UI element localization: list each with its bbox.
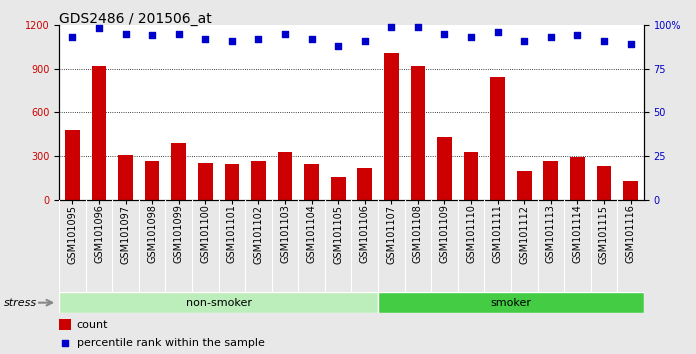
Point [93, 25, 104, 31]
Point [253, 36, 264, 42]
Point [466, 34, 477, 40]
Bar [118, 155, 133, 200]
Point [492, 29, 503, 35]
Point [226, 38, 237, 44]
Point [439, 31, 450, 36]
Bar [570, 157, 585, 200]
Point [359, 38, 370, 44]
Text: GDS2486 / 201506_at: GDS2486 / 201506_at [59, 12, 212, 27]
Text: GSM101101: GSM101101 [227, 205, 237, 263]
Point [120, 31, 131, 36]
Text: GSM101114: GSM101114 [572, 205, 583, 263]
Text: GSM101097: GSM101097 [120, 205, 131, 264]
Text: smoker: smoker [491, 298, 532, 308]
Point [333, 43, 344, 48]
Bar [384, 52, 399, 200]
Point [200, 36, 211, 42]
Bar [623, 181, 638, 200]
Text: GSM101111: GSM101111 [493, 205, 503, 263]
Bar [596, 166, 611, 200]
Bar [59, 292, 378, 313]
Text: GSM101102: GSM101102 [253, 205, 264, 264]
Text: GSM101105: GSM101105 [333, 205, 343, 264]
Point [599, 38, 610, 44]
Bar [251, 161, 266, 200]
Bar [331, 177, 345, 200]
Text: GSM101113: GSM101113 [546, 205, 556, 263]
Bar [358, 168, 372, 200]
Text: GSM101112: GSM101112 [519, 205, 529, 264]
Text: GSM101107: GSM101107 [386, 205, 396, 264]
Bar [145, 161, 159, 200]
Bar [59, 319, 72, 330]
Point [60, 340, 71, 346]
Point [519, 38, 530, 44]
Text: GSM101115: GSM101115 [599, 205, 609, 264]
Bar [198, 163, 213, 200]
Text: GSM101099: GSM101099 [174, 205, 184, 263]
Point [545, 34, 556, 40]
Bar [544, 161, 558, 200]
Text: GSM101100: GSM101100 [200, 205, 210, 263]
Point [147, 33, 158, 38]
Text: GSM101104: GSM101104 [307, 205, 317, 263]
Bar [65, 130, 80, 200]
Point [67, 34, 78, 40]
Text: GSM101116: GSM101116 [626, 205, 635, 263]
Point [386, 24, 397, 29]
Bar [517, 171, 532, 200]
Point [412, 24, 423, 29]
Bar [491, 78, 505, 200]
Bar [225, 164, 239, 200]
Text: GSM101109: GSM101109 [439, 205, 450, 263]
Text: GSM101095: GSM101095 [68, 205, 77, 264]
Text: count: count [77, 320, 108, 330]
Point [572, 33, 583, 38]
Text: non-smoker: non-smoker [186, 298, 252, 308]
Bar [304, 164, 319, 200]
Text: GSM101106: GSM101106 [360, 205, 370, 263]
Point [280, 31, 291, 36]
Point [306, 36, 317, 42]
Text: GSM101098: GSM101098 [147, 205, 157, 263]
Point [625, 41, 636, 47]
Text: stress: stress [3, 298, 37, 308]
Text: GSM101103: GSM101103 [280, 205, 290, 263]
Bar [378, 292, 644, 313]
Point [173, 31, 184, 36]
Text: GSM101110: GSM101110 [466, 205, 476, 263]
Text: GSM101096: GSM101096 [94, 205, 104, 263]
Bar [437, 137, 452, 200]
Bar [171, 143, 186, 200]
Bar [92, 66, 106, 200]
Text: percentile rank within the sample: percentile rank within the sample [77, 338, 264, 348]
Bar [411, 66, 425, 200]
Text: GSM101108: GSM101108 [413, 205, 423, 263]
Bar [278, 152, 292, 200]
Bar [464, 152, 478, 200]
